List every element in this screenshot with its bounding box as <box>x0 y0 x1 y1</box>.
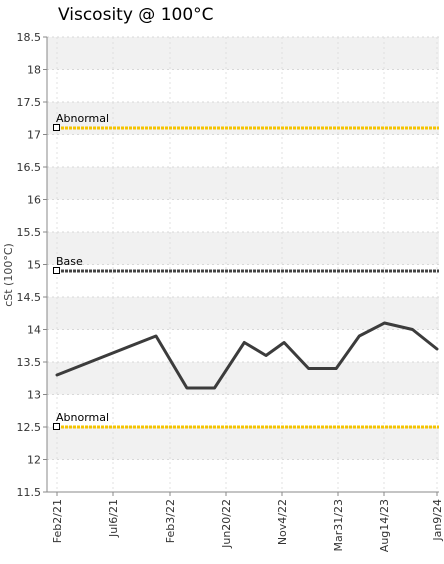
reference-label: Abnormal <box>56 112 109 125</box>
x-tick-label: Jun20/22 <box>220 499 233 549</box>
plot-band <box>47 167 439 200</box>
reference-label: Abnormal <box>56 411 109 424</box>
y-tick-label: 17 <box>27 129 41 142</box>
y-tick-label: 16.5 <box>17 161 42 174</box>
axes <box>46 37 439 493</box>
y-tick-label: 12.5 <box>17 421 42 434</box>
x-tick-label: Mar31/23 <box>332 499 345 551</box>
y-tick-label: 13.5 <box>17 356 42 369</box>
y-tick-label: 18.5 <box>17 31 42 44</box>
plot-band <box>47 427 439 460</box>
reference-marker <box>53 124 60 131</box>
plot-band <box>47 362 439 395</box>
y-axis-label: cSt (100°C) <box>2 243 15 307</box>
x-tick-label: Jul6/21 <box>107 499 120 538</box>
x-tick-label: Feb3/22 <box>164 499 177 543</box>
series-lines <box>55 321 439 390</box>
series-line <box>55 321 439 390</box>
plot-band <box>47 297 439 330</box>
reference-marker <box>53 267 60 274</box>
chart-title: Viscosity @ 100°C <box>58 5 214 25</box>
x-tick-labels: Feb2/21 Jul6/21 Feb3/22 Jun20/22 Nov4/22 Mar3… <box>51 499 444 552</box>
y-tick-label: 17.5 <box>17 96 42 109</box>
reference-marker <box>53 423 60 430</box>
reference-lines: Abnormal Base Abnormal <box>53 112 439 430</box>
y-tick-label: 13 <box>27 389 41 402</box>
plot-band <box>47 37 439 70</box>
plot-bands <box>47 37 439 460</box>
y-tick-label: 14.5 <box>17 291 42 304</box>
y-tick-label: 15 <box>27 259 41 272</box>
plot-band <box>47 232 439 265</box>
reference-label: Base <box>56 255 83 268</box>
y-tick-label: 12 <box>27 454 41 467</box>
y-tick-label: 11.5 <box>17 486 42 499</box>
x-tick-label: Feb2/21 <box>51 499 64 543</box>
y-tick-label: 16 <box>27 194 41 207</box>
y-tick-label: 18 <box>27 64 41 77</box>
y-tick-labels: 11.5 12 12.5 13 13.5 14 14.5 15 15.5 16 16.5 17 17.5… <box>17 31 42 499</box>
x-tick-label: Aug14/23 <box>378 499 391 552</box>
x-tick-label: Nov4/22 <box>276 499 289 545</box>
x-tick-label: Jan9/24 <box>431 499 444 542</box>
y-tick-label: 14 <box>27 324 41 337</box>
y-tick-label: 15.5 <box>17 226 42 239</box>
